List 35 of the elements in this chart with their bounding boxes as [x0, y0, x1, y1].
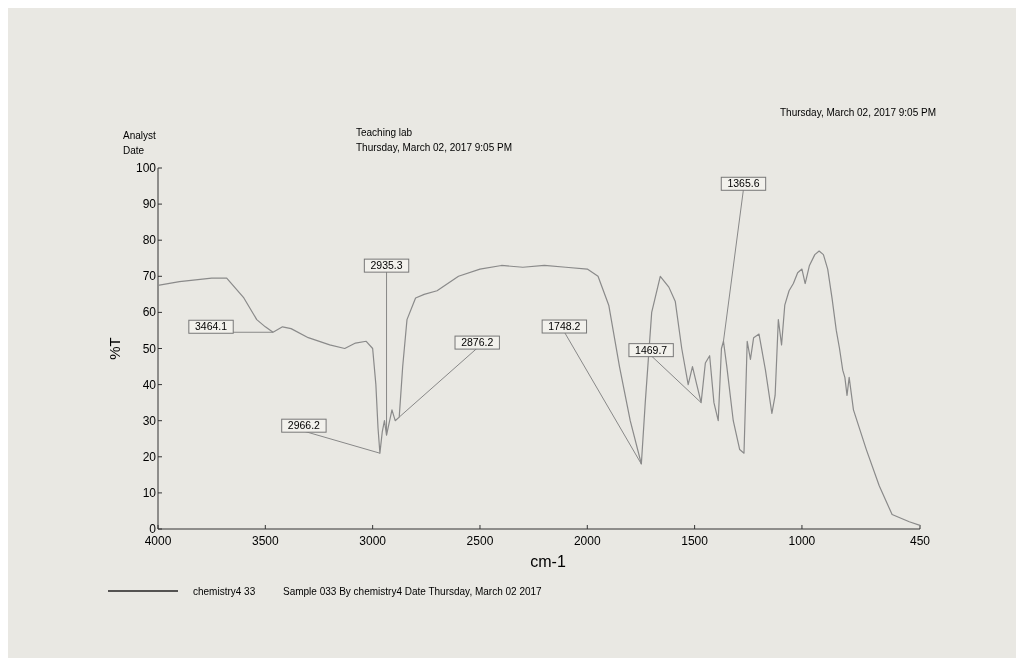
y-tick-label: 30 [142, 413, 157, 428]
x-tick-label: 4000 [144, 534, 172, 548]
x-tick-label: 1500 [681, 534, 709, 548]
x-tick-label: 1000 [788, 534, 816, 548]
x-tick-label: 450 [909, 534, 931, 548]
y-tick-label: 100 [135, 161, 157, 175]
text: Date [123, 145, 145, 156]
text: Sample 033 By chemistry4 Date Thursday, March 02 2017 [283, 586, 543, 597]
x-tick-label: 3000 [359, 534, 387, 548]
chart-subtitle: Thursday, March 02, 2017 9:05 PM [356, 142, 513, 153]
annotation: 2966.2 [287, 419, 321, 432]
y-tick-label: 50 [142, 341, 157, 356]
x-tick-label: 2500 [466, 534, 494, 548]
y-axis-title: %T [106, 337, 123, 360]
y-tick-label: 20 [142, 449, 157, 464]
y-tick-label: 90 [142, 197, 157, 212]
annotation: 2876.2 [461, 336, 494, 349]
text: Analyst [123, 130, 157, 141]
y-tick-label: 70 [142, 269, 157, 284]
text: Thursday, March 02, 2017 9:05 PM [779, 107, 936, 118]
y-tick-label: 0 [149, 522, 157, 536]
annotation: 1748.2 [548, 320, 581, 333]
x-axis-title: cm-1 [530, 553, 566, 570]
y-tick-label: 40 [142, 377, 157, 392]
annotation: 1469.7 [635, 343, 668, 356]
y-tick-label: 60 [142, 305, 157, 320]
y-tick-label: 10 [142, 485, 157, 500]
x-tick-label: 3500 [251, 534, 279, 548]
x-tick-label: 2000 [573, 534, 601, 548]
annotation: 3464.1 [194, 320, 228, 333]
annotation: 2935.3 [370, 259, 403, 272]
text: chemistry4 33 [193, 586, 256, 597]
annotation: 1365.6 [727, 177, 760, 190]
chart-title: Teaching lab [356, 127, 413, 138]
y-tick-label: 80 [142, 233, 157, 248]
